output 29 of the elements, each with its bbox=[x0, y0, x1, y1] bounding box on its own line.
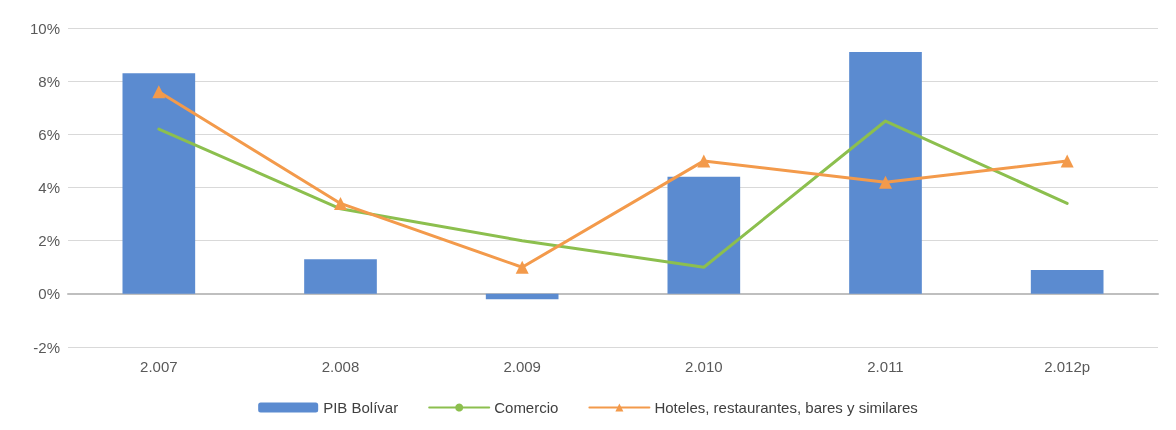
legend-label: Comercio bbox=[494, 399, 559, 416]
point bbox=[152, 85, 166, 99]
y-tick-label: 4% bbox=[38, 179, 60, 196]
x-tick-label: 2.009 bbox=[503, 358, 541, 375]
y-tick-label: 8% bbox=[38, 72, 60, 90]
bar bbox=[667, 176, 741, 294]
legend-label: PIB Bolívar bbox=[323, 399, 399, 416]
y-tick-label: 0% bbox=[38, 285, 60, 303]
x-tick-label: 2.011 bbox=[867, 358, 904, 375]
line-series bbox=[157, 119, 1069, 269]
x-tick-label: 2.010 bbox=[685, 358, 723, 375]
point bbox=[334, 196, 347, 210]
y-tick-label: 10% bbox=[29, 19, 60, 37]
x-tick-label: 2.007 bbox=[140, 358, 178, 375]
x-tick-label: 2.012p bbox=[1044, 358, 1091, 375]
point bbox=[879, 175, 892, 189]
bar bbox=[304, 259, 377, 294]
point bbox=[515, 260, 529, 274]
bar bbox=[1030, 269, 1104, 294]
y-tick-label: 6% bbox=[38, 125, 60, 143]
y-tick-label: 2% bbox=[38, 232, 60, 250]
point bbox=[697, 154, 711, 168]
y-tick-label: -2% bbox=[33, 338, 60, 356]
bar bbox=[485, 293, 559, 300]
x-tick-label: 2.008 bbox=[321, 358, 360, 375]
point bbox=[1060, 154, 1074, 168]
bar bbox=[849, 51, 922, 294]
legend-label: Hoteles, restaurantes, bares y similares bbox=[654, 399, 918, 416]
bar bbox=[122, 73, 196, 294]
